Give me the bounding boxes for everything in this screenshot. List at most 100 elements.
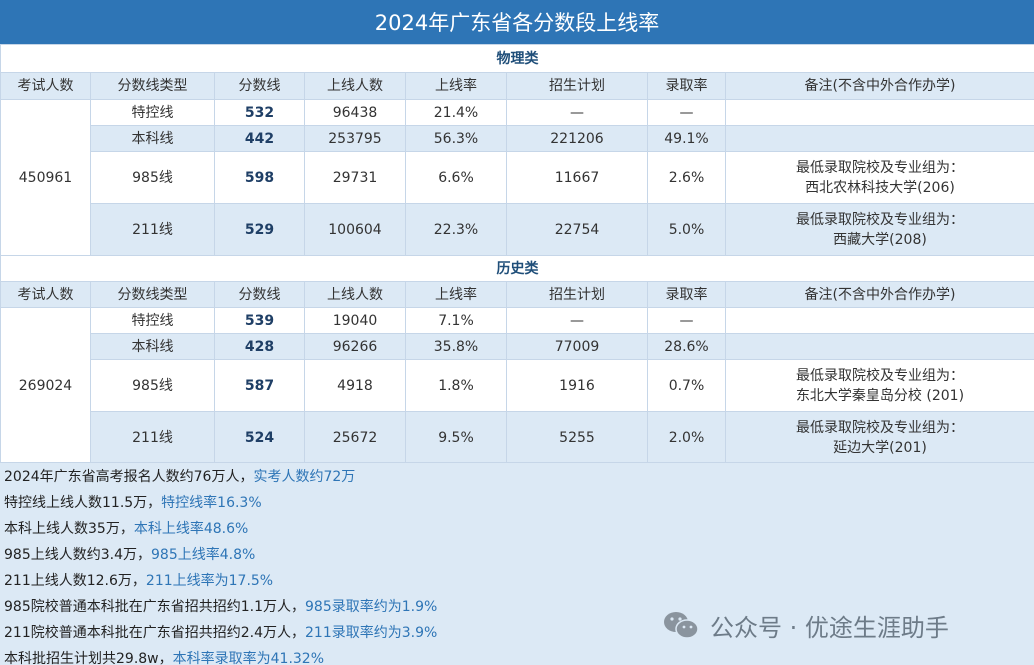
summary-text: 特控线上线人数11.5万，: [4, 495, 162, 511]
summary-highlight: 实考人数约72万: [253, 469, 356, 485]
summary-highlight: 985录取率约为1.9%: [305, 599, 438, 615]
examinees-cell: 450961: [0, 99, 91, 256]
header-rate: 上线率: [405, 72, 507, 100]
score-cell: 529: [214, 203, 305, 256]
line-type-cell: 本科线: [90, 125, 215, 152]
header-admit: 录取率: [647, 72, 726, 100]
summary-text: 985上线人数约3.4万，: [4, 547, 151, 563]
note-cell: [725, 125, 1034, 152]
note-cell: [725, 307, 1034, 334]
summary-text: 211上线人数12.6万，: [4, 573, 146, 589]
line-type-cell: 211线: [90, 411, 215, 464]
line-type-cell: 本科线: [90, 333, 215, 360]
history-table: 历史类 考试人数 分数线类型 分数线 上线人数 上线率 招生计划 录取率 备注(…: [0, 255, 1034, 464]
summary-highlight: 211录取率约为3.9%: [305, 625, 438, 641]
summary-line: 本科上线人数35万，本科上线率48.6%: [4, 518, 248, 538]
rate-cell: 9.5%: [405, 411, 507, 464]
score-cell: 532: [214, 99, 305, 126]
note-line-1: 最低录取院校及专业组为：: [796, 419, 964, 436]
note-line-2: 东北大学秦皇岛分校 (201): [795, 387, 965, 404]
summary-panel: 2024年广东省高考报名人数约76万人，实考人数约72万 特控线上线人数11.5…: [0, 462, 1034, 665]
note-cell: 最低录取院校及专业组为： 延边大学(201): [725, 411, 1034, 464]
table-row: 269024 特控线 539 19040 7.1% — —: [0, 307, 1034, 464]
summary-highlight: 985上线率4.8%: [151, 547, 256, 563]
score-cell: 539: [214, 307, 305, 334]
plan-cell: —: [506, 307, 648, 334]
summary-highlight: 特控线率16.3%: [161, 495, 262, 511]
summary-line: 985院校普通本科批在广东省招共招约1.1万人，985录取率约为1.9%: [4, 596, 437, 616]
score-cell: 428: [214, 333, 305, 360]
admit-cell: —: [647, 99, 726, 126]
table-row: 211线 524 25672 9.5% 5255 2.0% 最低录取院校及专业组…: [1, 411, 1034, 464]
physics-table: 物理类 考试人数 分数线类型 分数线 上线人数 上线率 招生计划 录取率 备注(…: [0, 44, 1034, 256]
page-title: 2024年广东省各分数段上线率: [0, 0, 1034, 45]
rate-cell: 6.6%: [405, 151, 507, 204]
summary-text: 985院校普通本科批在广东省招共招约1.1万人，: [4, 599, 305, 615]
note-line-2: 延边大学(201): [833, 439, 927, 456]
score-cell: 524: [214, 411, 305, 464]
note-cell: 最低录取院校及专业组为： 西藏大学(208): [725, 203, 1034, 256]
line-type-cell: 特控线: [90, 99, 215, 126]
header-note: 备注(不含中外合作办学): [725, 72, 1034, 100]
rate-cell: 22.3%: [405, 203, 507, 256]
section-title-physics: 物理类: [0, 44, 1034, 73]
summary-highlight: 本科率录取率为41.32%: [172, 651, 325, 665]
line-type-cell: 985线: [90, 359, 215, 412]
admit-cell: 0.7%: [647, 359, 726, 412]
count-cell: 25672: [304, 411, 406, 464]
header-line-type: 分数线类型: [90, 72, 215, 100]
plan-cell: 11667: [506, 151, 648, 204]
count-cell: 4918: [304, 359, 406, 412]
table-row: 211线 529 100604 22.3% 22754 5.0% 最低录取院校及…: [1, 203, 1034, 256]
count-cell: 96438: [304, 99, 406, 126]
summary-line: 211院校普通本科批在广东省招共招约2.4万人，211录取率约为3.9%: [4, 622, 437, 642]
note-cell: 最低录取院校及专业组为： 东北大学秦皇岛分校 (201): [725, 359, 1034, 412]
header-rate: 上线率: [405, 281, 507, 308]
count-cell: 253795: [304, 125, 406, 152]
header-examinees: 考试人数: [0, 72, 91, 100]
summary-line: 211上线人数12.6万，211上线率为17.5%: [4, 570, 273, 590]
watermark: 公众号 · 优途生涯助手: [662, 607, 949, 643]
header-note: 备注(不含中外合作办学): [725, 281, 1034, 308]
admit-cell: 2.0%: [647, 411, 726, 464]
note-line-1: 最低录取院校及专业组为：: [796, 211, 964, 228]
admit-cell: 5.0%: [647, 203, 726, 256]
count-cell: 29731: [304, 151, 406, 204]
plan-cell: 22754: [506, 203, 648, 256]
plan-cell: —: [506, 99, 648, 126]
count-cell: 96266: [304, 333, 406, 360]
table-row: 本科线 442 253795 56.3% 221206 49.1%: [1, 125, 1034, 152]
admit-cell: 2.6%: [647, 151, 726, 204]
plan-cell: 5255: [506, 411, 648, 464]
note-cell: [725, 333, 1034, 360]
header-count: 上线人数: [304, 281, 406, 308]
plan-cell: 77009: [506, 333, 648, 360]
count-cell: 19040: [304, 307, 406, 334]
summary-text: 2024年广东省高考报名人数约76万人，: [4, 469, 254, 485]
plan-cell: 1916: [506, 359, 648, 412]
line-type-cell: 211线: [90, 203, 215, 256]
note-line-1: 最低录取院校及专业组为：: [796, 367, 964, 384]
count-cell: 100604: [304, 203, 406, 256]
plan-cell: 221206: [506, 125, 648, 152]
rate-cell: 7.1%: [405, 307, 507, 334]
note-line-2: 西北农林科技大学(206): [805, 179, 955, 196]
watermark-text: 公众号 · 优途生涯助手: [710, 613, 949, 642]
header-count: 上线人数: [304, 72, 406, 100]
summary-text: 本科上线人数35万，: [4, 521, 134, 537]
rate-cell: 56.3%: [405, 125, 507, 152]
wechat-icon: [664, 612, 699, 639]
line-type-cell: 985线: [90, 151, 215, 204]
summary-line: 985上线人数约3.4万，985上线率4.8%: [4, 544, 255, 564]
table-row: 本科线 428 96266 35.8% 77009 28.6%: [1, 333, 1034, 360]
admit-cell: —: [647, 307, 726, 334]
score-cell: 598: [214, 151, 305, 204]
table-row: 450961 特控线 532 96438 21.4% — —: [0, 99, 1034, 256]
summary-highlight: 本科上线率48.6%: [133, 521, 249, 537]
table-row: 985线 598 29731 6.6% 11667 2.6% 最低录取院校及专业…: [1, 151, 1034, 204]
score-cell: 587: [214, 359, 305, 412]
section-title-history: 历史类: [0, 255, 1034, 282]
admit-cell: 49.1%: [647, 125, 726, 152]
summary-text: 211院校普通本科批在广东省招共招约2.4万人，: [4, 625, 305, 641]
